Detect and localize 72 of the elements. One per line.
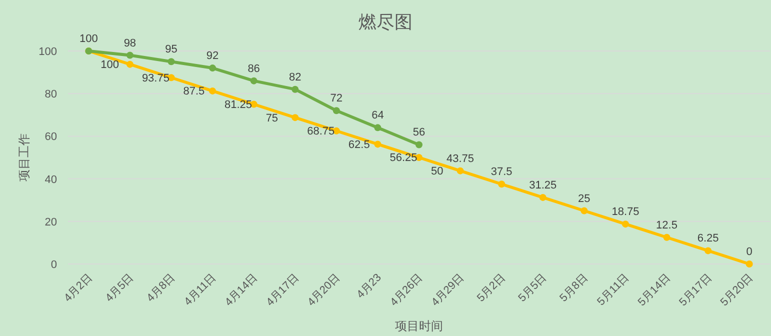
y-tick-label: 100: [38, 46, 57, 58]
point: [374, 124, 382, 132]
data-label: 98: [124, 37, 136, 50]
point: [292, 114, 299, 122]
point: [332, 107, 340, 114]
point: [456, 167, 464, 174]
data-label: 86: [248, 62, 260, 75]
y-tick-label: 60: [44, 131, 57, 144]
point: [746, 260, 753, 268]
x-tick-label: 5月14日: [636, 272, 673, 309]
data-label: 93.75: [142, 72, 170, 84]
data-label: 81.25: [224, 98, 252, 111]
x-tick-label: 4月8日: [144, 272, 178, 304]
data-label: 68.75: [307, 126, 335, 138]
point: [704, 247, 712, 254]
x-tick-label: 4月14日: [222, 272, 260, 309]
x-tick-label: 4月29日: [429, 272, 466, 309]
x-tick-label: 4月23: [354, 272, 384, 301]
point: [498, 180, 506, 188]
x-tick-label: 5月20日: [718, 272, 756, 309]
x-tick-label: 5月11日: [595, 272, 632, 308]
point: [209, 87, 216, 94]
data-label: 12.5: [656, 219, 678, 232]
data-label: 43.75: [446, 152, 474, 165]
data-label: 64: [372, 110, 384, 122]
data-label: 37.5: [490, 166, 512, 178]
data-label: 62.5: [348, 138, 370, 151]
point: [539, 194, 546, 201]
x-tick-label: 4月20日: [306, 272, 343, 309]
data-label: 75: [266, 112, 278, 124]
point: [168, 58, 175, 66]
y-tick-label: 0: [50, 259, 57, 271]
data-label: 72: [330, 92, 343, 105]
point: [622, 220, 629, 228]
point: [416, 141, 422, 148]
data-label: 95: [165, 44, 178, 56]
x-tick-label: 5月5日: [516, 272, 550, 304]
point: [663, 234, 670, 241]
point: [292, 86, 299, 93]
x-tick-label: 5月2日: [475, 272, 508, 304]
point: [126, 52, 134, 59]
data-label: 6.25: [697, 232, 719, 245]
point: [126, 60, 134, 68]
point: [580, 207, 588, 214]
data-label: 18.75: [612, 206, 640, 218]
x-tick-label: 4月17日: [264, 272, 302, 309]
data-label: 31.25: [529, 179, 557, 192]
x-tick-label: 4月2日: [62, 272, 95, 304]
data-label: 100: [100, 59, 120, 71]
x-tick-label: 4月11日: [182, 272, 219, 308]
point: [209, 64, 216, 72]
x-axis-title: 项目时间: [395, 319, 443, 333]
data-label: 0: [746, 246, 752, 258]
x-tick-label: 4月5日: [103, 272, 136, 304]
data-label: 25: [578, 192, 590, 205]
x-tick-label: 4月26日: [388, 272, 426, 309]
data-label: 82: [288, 71, 302, 84]
x-tick-label: 5月8日: [558, 272, 590, 304]
data-label: 87.5: [183, 86, 205, 98]
y-tick-label: 40: [44, 174, 57, 186]
y-tick-label: 80: [44, 88, 57, 101]
point: [250, 77, 258, 84]
y-axis-title: 项目工作: [17, 134, 31, 182]
point: [374, 140, 382, 148]
data-label: 56.25: [390, 152, 418, 164]
data-label: 92: [206, 50, 219, 62]
chart-title: 燃尽图: [358, 12, 412, 32]
y-tick-label: 20: [44, 216, 57, 228]
data-label: 100: [79, 33, 98, 45]
x-tick-label: 5月17日: [677, 272, 714, 309]
data-label: 50: [431, 166, 444, 178]
data-label: 56: [412, 126, 426, 139]
